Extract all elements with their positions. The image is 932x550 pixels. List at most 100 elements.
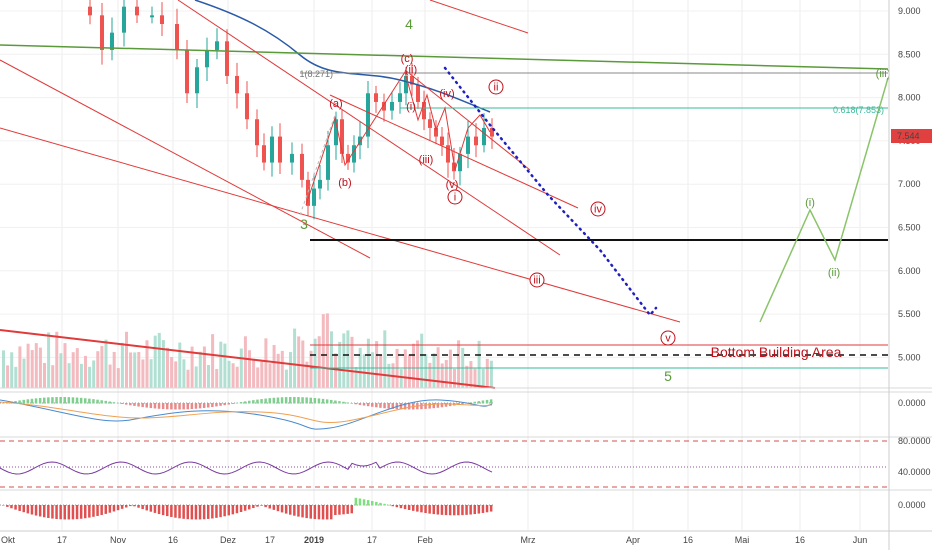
volume-bar <box>67 363 71 388</box>
candle-body <box>428 119 432 128</box>
volume-bar <box>354 366 358 388</box>
macd-hist-bar <box>112 402 116 404</box>
macd-hist-bar <box>211 403 214 407</box>
macd-hist-bar <box>289 397 292 404</box>
candle-body <box>175 23 179 50</box>
hist-bar <box>293 505 296 516</box>
macd-hist-bar <box>194 403 198 409</box>
volume-bar <box>178 342 182 388</box>
volume-bar <box>350 336 354 388</box>
candle-body <box>150 15 154 18</box>
hist-bar <box>243 505 247 511</box>
circled-label-iii-circle <box>529 272 545 288</box>
macd-hist-bar <box>424 403 427 409</box>
price-tick-6: 6.000 <box>898 266 921 276</box>
macd-hist-bar <box>272 397 276 404</box>
volume-bar <box>284 369 288 388</box>
hist-bar <box>161 505 165 516</box>
hist-bar <box>235 505 239 514</box>
candle-body <box>382 101 386 111</box>
time-tick-2: Nov <box>110 535 127 545</box>
macd-hist-bar <box>231 403 235 404</box>
hist-bar <box>79 505 83 519</box>
hist-bar <box>108 505 112 513</box>
volume-bar <box>125 331 128 388</box>
hist-bar <box>198 505 202 520</box>
volume-bar <box>2 350 5 388</box>
hist-bar <box>63 505 66 520</box>
macd-hist-bar <box>190 403 194 410</box>
volume-bar <box>297 336 301 388</box>
hist-bar <box>465 505 468 515</box>
macd-line <box>0 399 493 430</box>
hist-bar <box>403 505 407 510</box>
macd-hist-bar <box>477 401 481 404</box>
volume-bar <box>161 340 165 388</box>
fib-label-0618: 0.618(7.853) <box>833 105 884 115</box>
macd-hist-bar <box>383 403 386 409</box>
hist-bar <box>215 505 218 518</box>
macd-hist-bar <box>276 397 280 404</box>
macd-hist-bar <box>301 397 304 404</box>
volume-bar <box>276 353 280 388</box>
hist-bar <box>153 505 157 513</box>
hist-bar <box>444 505 448 516</box>
time-tick-7: 17 <box>367 535 377 545</box>
hist-bar <box>469 505 472 515</box>
hist-bar <box>26 505 30 514</box>
hist-bar <box>440 505 444 515</box>
candle-body <box>352 145 356 163</box>
volume-bar <box>481 368 485 388</box>
price-tick-1: 8.500 <box>898 49 921 59</box>
hist-bar <box>280 505 284 513</box>
macd-hist-bar <box>108 401 112 404</box>
macd-hist-bar <box>116 402 120 404</box>
hist-bar <box>145 505 148 511</box>
macd-hist-bar <box>153 403 157 409</box>
wave-label-c: (c) <box>401 53 414 65</box>
volume-bar <box>14 366 18 388</box>
time-tick-5: 17 <box>265 535 275 545</box>
volume-bar <box>485 358 489 388</box>
hist-bar <box>22 505 25 513</box>
volume-bar <box>239 348 243 388</box>
red-channel-line-a <box>0 59 371 259</box>
macd-hist-bar <box>420 403 423 410</box>
macd-hist-bar <box>223 403 226 406</box>
volume-bar <box>186 369 190 388</box>
hist-tick-0: 0.0000 <box>898 500 926 510</box>
volume-bar <box>268 363 272 388</box>
price-tick-0: 9.000 <box>898 6 921 16</box>
macd-hist-bar <box>34 398 38 404</box>
macd-hist-bar <box>161 403 165 410</box>
volume-bar <box>453 368 456 388</box>
hist-bar <box>268 505 271 509</box>
candle-body <box>398 93 402 102</box>
volume-bar <box>207 364 210 388</box>
volume-bar <box>407 354 411 388</box>
volume-bar <box>34 343 38 388</box>
candle-body <box>434 127 438 137</box>
volume-bar <box>153 335 157 388</box>
hist-bar <box>424 505 427 514</box>
candle-body <box>482 127 486 146</box>
macd-hist-bar <box>157 403 161 409</box>
volume-bar <box>371 352 374 388</box>
bottom-building-area-label: Bottom Building Area <box>711 344 842 360</box>
wave-labels: 435(a)(b)(c)(i)(ii)(iii)(iv)(v)iiiiiiivv… <box>299 16 890 384</box>
volume-bar <box>256 367 260 388</box>
volume-bar <box>55 331 59 388</box>
macd-hist-bar <box>399 403 403 410</box>
time-tick-0: Okt <box>1 535 16 545</box>
macd-hist-bar <box>219 403 222 406</box>
macd-hist-bar <box>461 403 464 405</box>
green-label-i: (i) <box>805 197 815 209</box>
fib-label-1: 1(8.271) <box>299 69 333 79</box>
wave-label-b: (b) <box>338 177 351 189</box>
hist-bar <box>448 505 452 516</box>
volume-bar <box>104 339 108 388</box>
hist-bar <box>30 505 34 515</box>
hist-bar <box>149 505 153 512</box>
volume-bar <box>174 361 178 388</box>
hist-bar <box>252 505 255 509</box>
